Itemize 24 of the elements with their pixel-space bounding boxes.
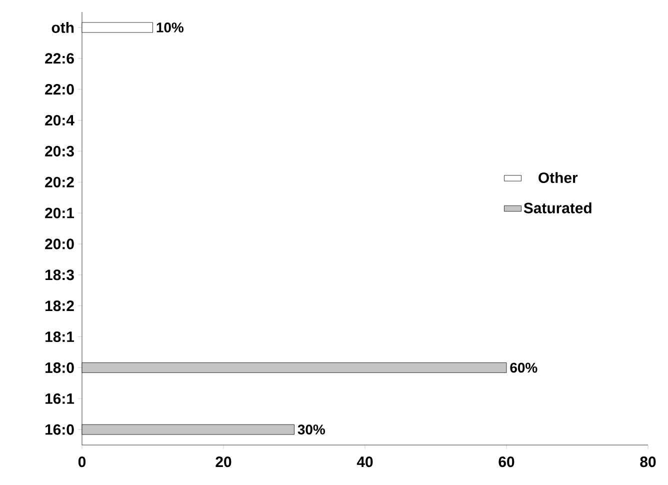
x-tick-label: 20 (216, 456, 232, 468)
x-tick-label: 80 (640, 456, 656, 468)
x-tick-label: 60 (498, 456, 514, 468)
y-tick-label: 20:4 (45, 114, 74, 126)
y-tick-label: 16:1 (46, 393, 74, 404)
legend-label: Saturated (524, 202, 592, 214)
legend-label: Other (538, 172, 578, 184)
data-label: 60% (510, 362, 538, 373)
y-tick-label: 18:3 (46, 270, 74, 280)
x-tick-label: 0 (78, 456, 86, 468)
y-tick-label: 20:0 (45, 238, 74, 250)
y-tick-label: 16:0 (46, 424, 74, 435)
y-tick-label: 22:6 (45, 53, 74, 64)
y-tick-label: 18:0 (46, 362, 74, 373)
y-tick-label: 20:1 (45, 208, 74, 218)
y-tick-label: 20:2 (45, 176, 74, 188)
data-label: 30% (298, 424, 325, 434)
data-label: 10% (156, 22, 184, 32)
y-tick-label: 18:2 (46, 300, 74, 312)
y-tick-label: 20:3 (45, 146, 74, 156)
x-tick-label: 40 (356, 456, 373, 468)
y-tick-label: 22:0 (45, 84, 74, 95)
y-tick-label: 18:1 (46, 331, 74, 342)
y-tick-label: oth (52, 22, 74, 33)
